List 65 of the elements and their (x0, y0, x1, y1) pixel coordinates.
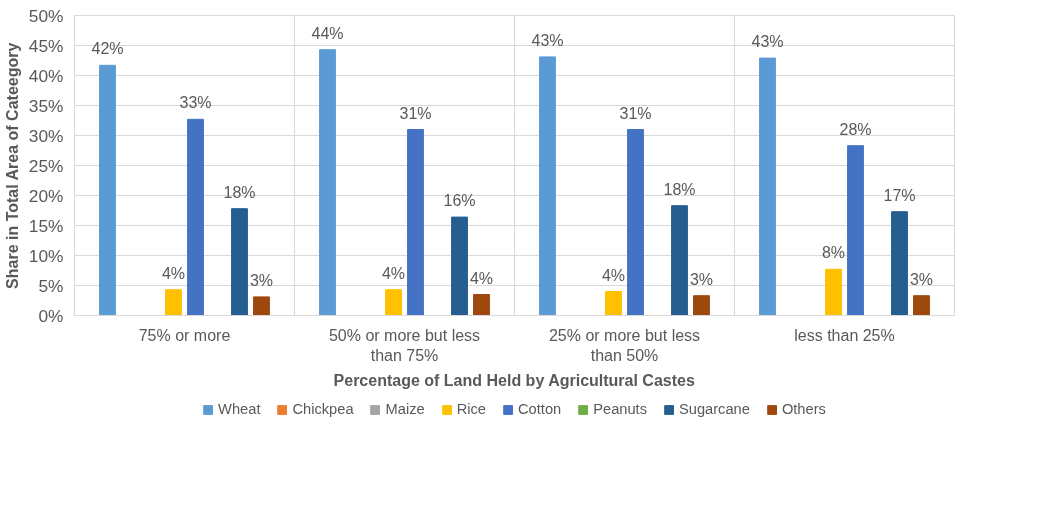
legend-label: Sugarcane (678, 401, 750, 417)
data-label: 42% (91, 40, 124, 58)
data-label: 4% (381, 264, 406, 282)
bar (319, 49, 336, 316)
data-label: 18% (663, 180, 696, 198)
data-label: 4% (469, 269, 494, 287)
data-label: 43% (751, 33, 784, 51)
data-label: 3% (249, 271, 274, 289)
bar (539, 56, 556, 316)
y-tick-label: 10% (28, 245, 64, 266)
bar (165, 289, 182, 316)
bar (253, 296, 270, 316)
bar (451, 216, 468, 316)
bar (385, 289, 402, 316)
bar (913, 295, 930, 316)
bar (847, 145, 864, 316)
y-tick-label: 25% (28, 155, 64, 176)
bar (671, 205, 688, 316)
bar (605, 291, 622, 316)
data-label: 18% (223, 183, 256, 201)
bar (891, 211, 908, 316)
data-label: 33% (179, 94, 212, 112)
y-tick-label: 45% (28, 35, 64, 56)
bar (473, 294, 490, 316)
y-tick-label: 5% (38, 275, 64, 296)
bar (187, 118, 204, 316)
data-label: 4% (601, 266, 626, 284)
x-tick-label: 50% or more but less than 75% (328, 326, 481, 364)
data-label: 3% (689, 270, 714, 288)
legend-label: Rice (456, 401, 487, 417)
y-tick-label: 30% (28, 125, 64, 146)
x-tick-label: less than 25% (794, 326, 895, 344)
bar (759, 57, 776, 316)
data-label: 3% (909, 270, 934, 288)
data-label: 31% (399, 104, 432, 122)
data-label: 8% (821, 244, 846, 262)
x-tick-label: 75% or more (138, 326, 231, 344)
y-tick-label: 50% (28, 5, 64, 26)
x-tick-label: 25% or more but less than 50% (548, 326, 701, 364)
legend-label: Chickpea (292, 401, 354, 417)
legend-label: Cotton (518, 401, 562, 417)
data-label: 4% (161, 264, 186, 282)
legend-label: Wheat (218, 401, 261, 417)
legend-label: Peanuts (593, 401, 647, 417)
bar (407, 129, 424, 316)
y-tick-label: 20% (28, 185, 64, 206)
bar (693, 295, 710, 316)
data-label: 43% (531, 31, 564, 49)
bar (99, 64, 116, 316)
bar (627, 129, 644, 316)
x-axis-title: Percentage of Land Held by Agricultural Castes (333, 371, 695, 389)
bar (825, 268, 842, 316)
legend-label: Maize (385, 401, 425, 417)
y-axis-title: Share in Total Area of Cateegory (3, 42, 21, 289)
data-label: 17% (883, 186, 916, 204)
bar (231, 208, 248, 316)
data-label: 28% (839, 120, 872, 138)
data-label: 31% (619, 104, 652, 122)
legend-label: Others (781, 401, 826, 417)
data-label: 44% (311, 24, 344, 42)
y-tick-label: 40% (28, 65, 64, 86)
y-tick-label: 15% (28, 215, 64, 236)
y-tick-label: 0% (38, 305, 64, 326)
y-tick-label: 35% (28, 95, 64, 116)
data-label: 16% (443, 192, 476, 210)
